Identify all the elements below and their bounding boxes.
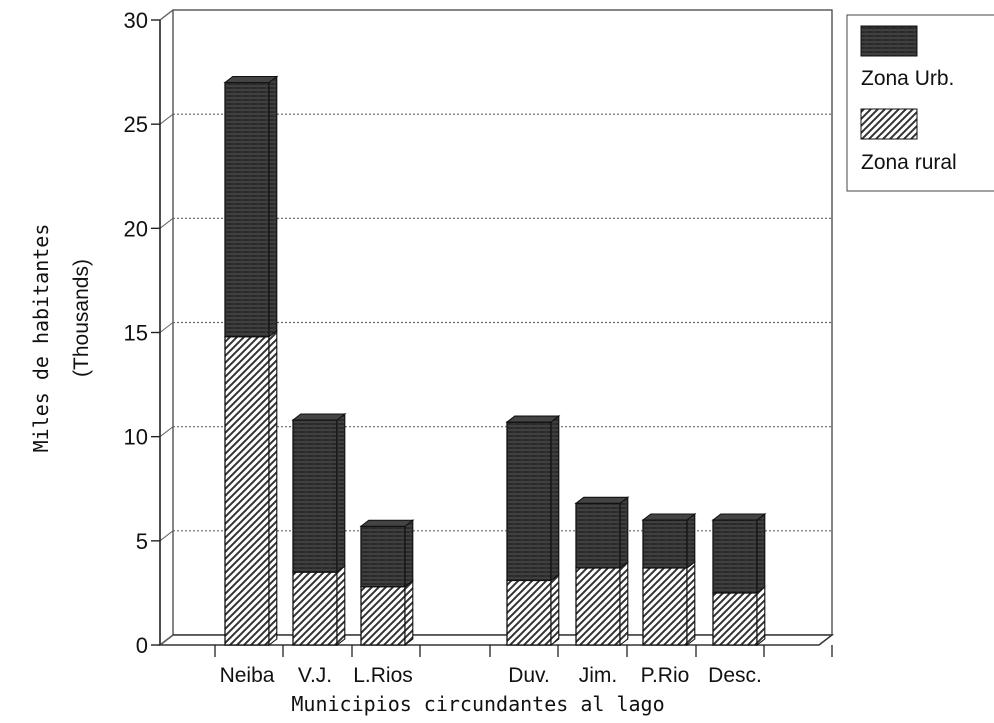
x-tick-label: Duv. bbox=[508, 664, 550, 687]
bar-urb-side bbox=[619, 496, 629, 570]
bar-rural-side bbox=[336, 564, 346, 647]
y-tick-label: 30 bbox=[124, 8, 148, 33]
y-tick-label: 15 bbox=[124, 321, 148, 346]
bar-rural-side bbox=[619, 560, 629, 647]
legend: Zona Urb. Zona rural bbox=[846, 14, 994, 192]
bar-group-desc- bbox=[711, 512, 767, 647]
bar-group-v-j- bbox=[291, 412, 347, 647]
bar-urb bbox=[642, 519, 688, 569]
bar-rural-side bbox=[550, 573, 560, 647]
bar-rural bbox=[712, 592, 758, 646]
bar-urb-side bbox=[404, 519, 414, 588]
bar-rural-side bbox=[756, 585, 766, 647]
grid-side bbox=[159, 113, 174, 125]
bar-rural-side bbox=[268, 329, 278, 647]
bar-rural bbox=[360, 586, 406, 646]
bar-urb-side bbox=[550, 414, 560, 582]
x-axis-title: Municipios circundantes al lago bbox=[291, 692, 664, 716]
bar-urb-side bbox=[686, 512, 696, 570]
grid-side bbox=[159, 634, 174, 646]
legend-swatch-rural bbox=[860, 108, 918, 140]
x-tick-label: L.Rios bbox=[353, 664, 413, 687]
grid-side bbox=[159, 217, 174, 229]
bar-rural-side bbox=[404, 579, 414, 647]
y-tick-label: 0 bbox=[136, 633, 148, 658]
bar-rural bbox=[642, 567, 688, 646]
bar-top bbox=[359, 519, 415, 527]
x-tick-label: V.J. bbox=[298, 664, 332, 687]
legend-label-rural: Zona rural bbox=[861, 151, 957, 174]
y-tick-label: 10 bbox=[124, 425, 148, 450]
bar-urb bbox=[292, 419, 338, 573]
y-tick-label: 5 bbox=[136, 529, 148, 554]
bars bbox=[223, 75, 767, 647]
x-tick-label: P.Rio bbox=[641, 664, 690, 687]
bar-urb-side bbox=[336, 412, 346, 574]
bar-rural bbox=[224, 336, 270, 646]
legend-swatch-urb bbox=[860, 25, 918, 57]
bar-group-neiba bbox=[223, 75, 279, 647]
grid-side bbox=[159, 322, 174, 333]
labels: Miles de habitantes (Thousands) Municipi… bbox=[29, 224, 665, 716]
x-tick-label: Jim. bbox=[579, 664, 618, 687]
grid-side bbox=[159, 530, 174, 542]
bar-top bbox=[291, 413, 347, 421]
bar-group-duv- bbox=[505, 414, 561, 647]
legend-label-urb: Zona Urb. bbox=[861, 67, 954, 90]
x-tick-label: Neiba bbox=[220, 664, 275, 687]
bar-top bbox=[641, 513, 697, 521]
y-tick-label: 25 bbox=[124, 112, 148, 137]
bar-group-jim- bbox=[574, 496, 630, 647]
grid-side bbox=[159, 426, 174, 438]
bar-top bbox=[711, 513, 767, 521]
bar-urb bbox=[224, 81, 270, 338]
bar-rural bbox=[575, 567, 621, 646]
bar-group-p-rio bbox=[641, 512, 697, 647]
bar-urb-side bbox=[756, 512, 766, 595]
bar-urb-side bbox=[268, 75, 278, 338]
bar-rural bbox=[292, 571, 338, 646]
bar-top bbox=[505, 415, 561, 423]
bar-rural-side bbox=[686, 560, 696, 647]
bar-urb bbox=[506, 421, 552, 582]
bar-urb bbox=[575, 502, 621, 569]
y-tick-label: 20 bbox=[124, 216, 148, 241]
bar-group-l-rios bbox=[359, 519, 415, 647]
x-tick-label: Desc. bbox=[708, 664, 762, 687]
bar-urb bbox=[360, 525, 406, 588]
bar-top bbox=[574, 496, 630, 504]
y-axis-subtitle: (Thousands) bbox=[70, 259, 93, 377]
bar-top bbox=[223, 75, 279, 84]
bar-rural bbox=[506, 579, 552, 646]
axes: 0 5 10 15 20 25 30 Neiba V.J. L.Rios Duv. Jim. P.Rio… bbox=[124, 8, 833, 687]
bar-urb bbox=[712, 519, 758, 594]
grid-side bbox=[159, 9, 174, 21]
y-axis-title: Miles de habitantes bbox=[29, 224, 53, 453]
